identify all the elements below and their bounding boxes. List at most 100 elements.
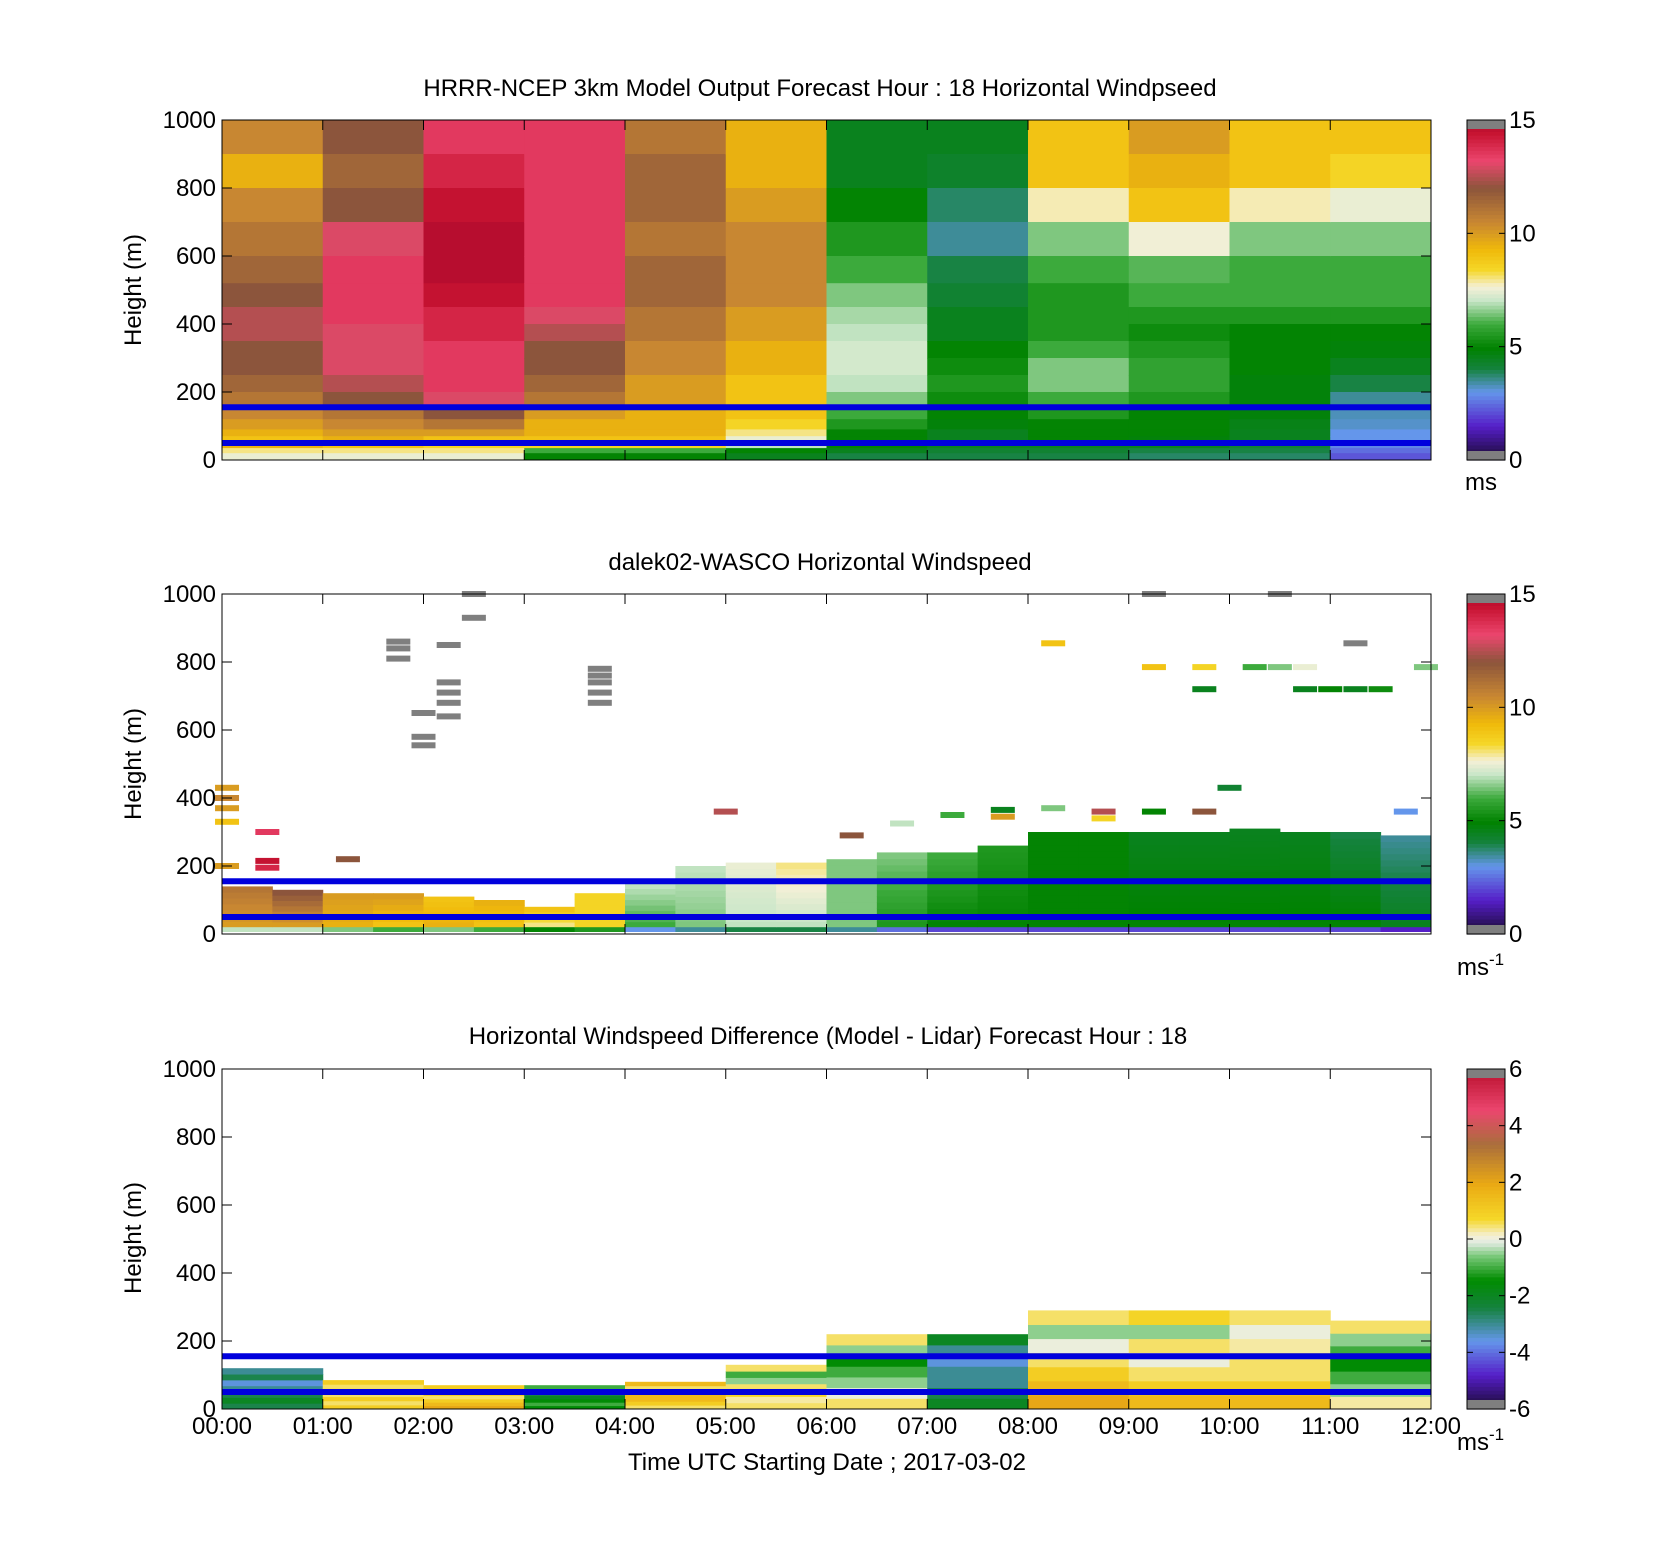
colorbar-segment — [1467, 316, 1505, 321]
lidar-cell — [876, 920, 928, 928]
colorbar-segment — [1467, 131, 1505, 136]
model-cell — [1229, 324, 1331, 342]
lidar-cell — [826, 896, 878, 903]
colorbar-segment — [1467, 752, 1505, 758]
difference-units-exponent: -1 — [1489, 1425, 1504, 1444]
lidar-cell — [1078, 895, 1130, 903]
lidar-cell — [423, 927, 475, 932]
colorbar-segment — [1467, 790, 1505, 795]
colorbar-segment — [1467, 433, 1505, 438]
lidar-cell — [977, 902, 1029, 909]
difference-units-base: ms — [1457, 1429, 1489, 1456]
colorbar-segment — [1467, 673, 1505, 678]
lidar-cell — [1128, 920, 1180, 928]
model-panel-title: HRRR-NCEP 3km Model Output Forecast Hour… — [423, 75, 1216, 102]
lidar-cell — [1128, 901, 1180, 909]
colorbar-segment — [1467, 805, 1505, 810]
lidar-cell — [1229, 927, 1281, 932]
x-tick-label: 00:00 — [192, 1413, 252, 1440]
lidar-cell — [1128, 870, 1180, 877]
colorbar-segment — [1467, 1276, 1505, 1282]
lidar-cell — [1179, 920, 1230, 928]
lidar-panel-title: dalek02-WASCO Horizontal Windspeed — [608, 549, 1031, 576]
lidar-cell — [1128, 895, 1180, 903]
lidar-cell — [423, 922, 475, 928]
colorbar-segment — [1467, 1137, 1505, 1142]
x-tick-label: 07:00 — [897, 1413, 957, 1440]
colorbar-segment — [1467, 832, 1505, 837]
colorbar-segment — [1467, 350, 1505, 355]
model-cell — [1229, 154, 1331, 189]
model-cell — [927, 358, 1029, 376]
difference-cell — [625, 1393, 727, 1398]
colorbar-tick-label: -6 — [1509, 1396, 1530, 1423]
model-panel-ylabel: Height (m) — [120, 234, 147, 346]
model-cell — [625, 188, 727, 223]
model-cell — [322, 256, 424, 284]
colorbar-segment — [1467, 1197, 1505, 1202]
lidar-cell — [1078, 908, 1130, 916]
model-cell — [927, 453, 1029, 461]
colorbar-segment — [1467, 1148, 1505, 1153]
difference-cell — [222, 1403, 324, 1410]
colorbar-segment — [1467, 127, 1505, 132]
model-cell — [1028, 283, 1130, 308]
model-cell — [725, 256, 827, 284]
colorbar-segment — [1467, 1201, 1505, 1206]
lidar-cell — [1128, 838, 1180, 846]
lidar-cell — [675, 872, 727, 879]
y-tick-label: 800 — [176, 1124, 216, 1151]
colorbar-segment — [1467, 703, 1505, 708]
lidar-cell — [1179, 908, 1230, 916]
model-cell — [222, 324, 324, 342]
lidar-sparse-point — [1141, 664, 1166, 671]
lidar-cell — [1028, 870, 1079, 877]
model-cell — [625, 448, 727, 454]
lidar-sparse-point — [1393, 808, 1418, 815]
difference-cell — [826, 1344, 928, 1357]
colorbar-over-segment — [1467, 120, 1505, 129]
model-cell — [1330, 188, 1432, 223]
colorbar-segment — [1467, 779, 1505, 784]
model-cell — [927, 283, 1029, 308]
lidar-cell — [1179, 927, 1230, 932]
colorbar-segment — [1467, 730, 1505, 735]
model-cell — [826, 341, 928, 359]
lidar-cell — [977, 920, 1029, 928]
lidar-cell — [1229, 890, 1281, 897]
colorbar-tick-label: 4 — [1509, 1113, 1522, 1140]
y-tick-label: 0 — [203, 1396, 216, 1423]
colorbar-segment — [1467, 1140, 1505, 1146]
lidar-cell — [322, 904, 374, 911]
model-cell — [725, 307, 827, 325]
model-cell — [725, 154, 827, 189]
colorbar-segment — [1467, 850, 1505, 856]
difference-cell — [927, 1344, 1029, 1357]
difference-cell — [1028, 1310, 1130, 1325]
model-cell — [423, 448, 525, 454]
colorbar-segment — [1467, 172, 1505, 178]
model-cell — [625, 453, 727, 461]
model-cell — [524, 375, 626, 393]
model-cell — [1330, 222, 1432, 257]
lidar-cell — [1279, 851, 1331, 858]
lidar-axis-ticks: 0 200 400 600 800 1000 — [163, 581, 1432, 948]
colorbar-segment — [1467, 888, 1505, 894]
lidar-sparse-point — [255, 857, 280, 864]
difference-cell — [524, 1385, 626, 1390]
model-cell — [423, 341, 525, 359]
lidar-cell — [1380, 841, 1432, 849]
lidar-sparse-point — [1413, 664, 1438, 671]
colorbar-segment — [1467, 869, 1505, 875]
colorbar-segment — [1467, 1344, 1505, 1350]
model-cell — [1028, 154, 1130, 189]
model-cell — [1330, 341, 1432, 359]
difference-cell — [524, 1398, 626, 1403]
model-cell — [524, 256, 626, 284]
lidar-sparse-point — [587, 665, 612, 672]
colorbar-tick-label: 0 — [1509, 447, 1522, 474]
difference-panel: Horizontal Windspeed Difference (Model -… — [120, 1023, 1530, 1476]
colorbar-segment — [1467, 441, 1505, 446]
colorbar-segment — [1467, 862, 1505, 867]
x-tick-label: 03:00 — [494, 1413, 554, 1440]
